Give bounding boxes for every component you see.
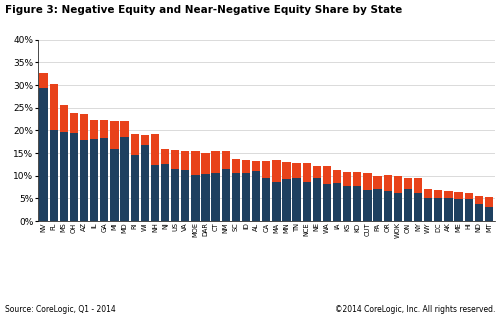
Bar [485, 206, 493, 221]
Bar [343, 186, 351, 221]
Bar [212, 173, 220, 221]
Bar [384, 191, 392, 221]
Bar [161, 164, 169, 221]
Bar [282, 162, 290, 179]
Bar [191, 175, 200, 221]
Bar [444, 198, 452, 221]
Bar [302, 163, 311, 182]
Bar [80, 114, 88, 140]
Bar [364, 173, 372, 190]
Text: Figure 3: Negative Equity and Near-Negative Equity Share by State: Figure 3: Negative Equity and Near-Negat… [5, 5, 402, 15]
Bar [60, 132, 68, 221]
Bar [222, 151, 230, 169]
Bar [181, 151, 190, 170]
Bar [424, 198, 432, 221]
Bar [130, 135, 139, 155]
Bar [40, 73, 48, 88]
Bar [404, 189, 412, 221]
Bar [353, 172, 362, 186]
Bar [140, 145, 149, 221]
Bar [434, 190, 442, 198]
Bar [404, 178, 412, 189]
Bar [374, 176, 382, 189]
Bar [333, 170, 342, 183]
Bar [333, 183, 342, 221]
Bar [424, 189, 432, 198]
Bar [110, 121, 118, 149]
Bar [374, 189, 382, 221]
Bar [474, 204, 483, 221]
Bar [181, 170, 190, 221]
Bar [90, 139, 98, 221]
Bar [212, 151, 220, 173]
Bar [202, 174, 209, 221]
Bar [485, 197, 493, 206]
Bar [414, 177, 422, 193]
Bar [90, 120, 98, 139]
Bar [262, 178, 270, 221]
Bar [151, 135, 159, 165]
Bar [474, 196, 483, 204]
Bar [191, 151, 200, 175]
Bar [100, 120, 108, 138]
Bar [242, 160, 250, 173]
Bar [50, 130, 58, 221]
Bar [282, 179, 290, 221]
Bar [444, 191, 452, 198]
Bar [171, 169, 179, 221]
Bar [232, 159, 240, 173]
Bar [454, 199, 462, 221]
Bar [364, 190, 372, 221]
Bar [384, 175, 392, 191]
Bar [312, 166, 321, 178]
Bar [252, 161, 260, 171]
Bar [222, 169, 230, 221]
Bar [272, 160, 280, 182]
Bar [140, 135, 149, 145]
Bar [110, 149, 118, 221]
Bar [242, 173, 250, 221]
Text: Source: CoreLogic, Q1 - 2014: Source: CoreLogic, Q1 - 2014 [5, 305, 116, 314]
Bar [60, 105, 68, 132]
Bar [394, 193, 402, 221]
Bar [151, 165, 159, 221]
Bar [40, 88, 48, 221]
Bar [70, 113, 78, 133]
Bar [130, 155, 139, 221]
Bar [50, 84, 58, 130]
Bar [120, 121, 128, 137]
Bar [171, 150, 179, 169]
Bar [292, 163, 301, 178]
Bar [161, 149, 169, 164]
Bar [262, 161, 270, 178]
Bar [202, 153, 209, 174]
Bar [232, 173, 240, 221]
Bar [323, 166, 331, 184]
Bar [454, 192, 462, 199]
Bar [302, 182, 311, 221]
Bar [323, 184, 331, 221]
Bar [464, 199, 473, 221]
Bar [272, 182, 280, 221]
Bar [414, 193, 422, 221]
Bar [312, 178, 321, 221]
Bar [70, 133, 78, 221]
Bar [343, 172, 351, 186]
Text: ©2014 CoreLogic, Inc. All rights reserved.: ©2014 CoreLogic, Inc. All rights reserve… [334, 305, 495, 314]
Bar [120, 137, 128, 221]
Bar [434, 198, 442, 221]
Bar [252, 171, 260, 221]
Bar [464, 193, 473, 199]
Bar [394, 176, 402, 193]
Bar [100, 138, 108, 221]
Bar [353, 186, 362, 221]
Bar [292, 178, 301, 221]
Bar [80, 140, 88, 221]
